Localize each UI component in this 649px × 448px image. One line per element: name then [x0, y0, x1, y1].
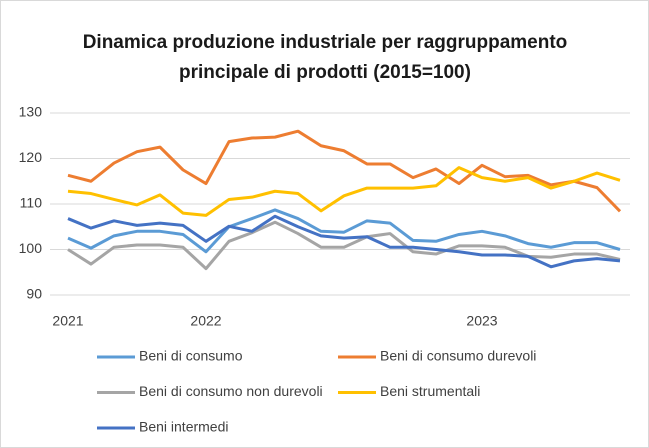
chart-title: Dinamica produzione industriale per ragg… [82, 32, 568, 83]
legend-label: Beni di consumo non durevoli [139, 383, 323, 399]
legend-label: Beni di consumo [139, 348, 243, 364]
x-tick-label: 2021 [52, 313, 83, 329]
y-tick-label: 90 [26, 286, 42, 302]
legend-label: Beni di consumo durevoli [380, 348, 536, 364]
series-line [67, 208, 621, 254]
y-tick-label: 110 [20, 195, 43, 211]
series-line [67, 214, 621, 269]
y-tick-label: 100 [19, 240, 43, 256]
x-tick-label: 2023 [466, 313, 497, 329]
series-line [67, 166, 621, 217]
legend-label: Beni intermedi [139, 419, 229, 435]
x-tick-label: 2022 [190, 313, 221, 329]
y-tick-label: 120 [19, 149, 43, 165]
series-line [67, 129, 622, 213]
y-tick-label: 130 [19, 104, 43, 120]
legend-label: Beni strumentali [380, 383, 480, 399]
